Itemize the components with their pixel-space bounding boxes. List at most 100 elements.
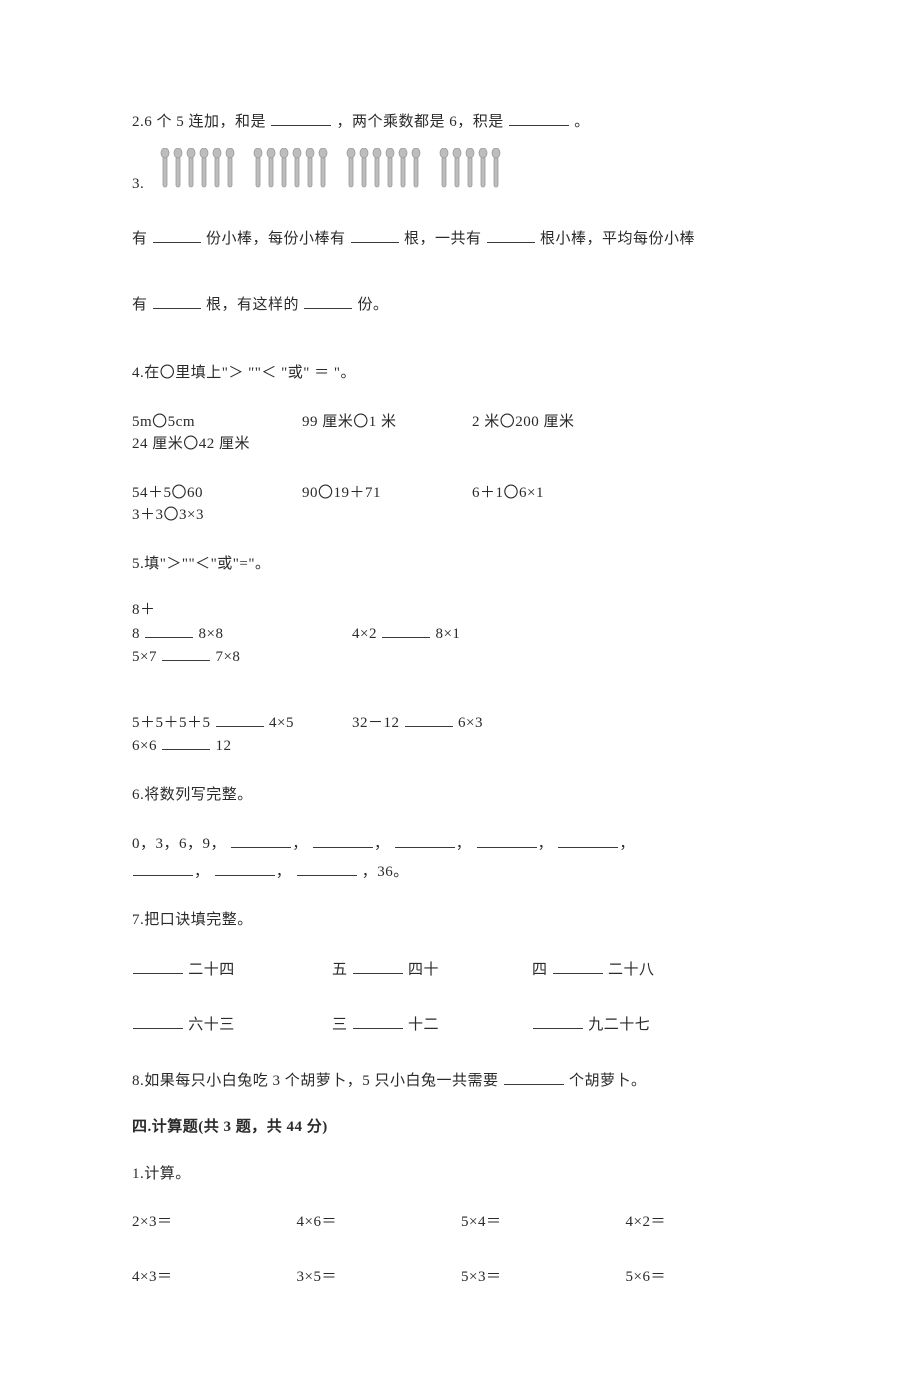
- q8-t2: 个胡萝卜。: [569, 1073, 647, 1089]
- stick-group-0: [160, 148, 235, 188]
- q3-blank-4[interactable]: [153, 293, 201, 309]
- counting-stick-icon: [452, 148, 462, 188]
- calc-title: 1.计算。: [132, 1163, 790, 1186]
- q5-r1-c1-l: 4×2: [352, 626, 377, 642]
- q3-t5: 有: [132, 297, 148, 313]
- q4-r1-c1: 99 厘米〇1 米: [302, 411, 472, 434]
- q7-r2-c2: 九二十七: [532, 1013, 732, 1037]
- q3-t2: 份小棒，每份小棒有: [206, 231, 346, 247]
- q7-r2-c1-blank[interactable]: [353, 1013, 403, 1029]
- q3-blank-1[interactable]: [153, 227, 201, 243]
- q3-label: 3.: [132, 173, 144, 196]
- q4-row1: 5m〇5cm 99 厘米〇1 米 2 米〇200 厘米 24 厘米〇42 厘米: [132, 411, 790, 456]
- q5-r1-c1-blank[interactable]: [382, 622, 430, 638]
- section4-title: 四.计算题(共 3 题，共 44 分): [132, 1116, 790, 1139]
- q6-tail: ，36。: [362, 864, 409, 880]
- q5-r1-c0-l: 8: [132, 626, 140, 642]
- q6-b4[interactable]: [477, 832, 537, 848]
- q5-row1-pre: 8＋: [132, 599, 790, 622]
- counting-stick-icon: [372, 148, 382, 188]
- q4-r2-c2: 6＋1〇6×1: [472, 482, 642, 505]
- q3-blank-2[interactable]: [351, 227, 399, 243]
- q7-r1-c0-blank[interactable]: [133, 958, 183, 974]
- counting-stick-icon: [305, 148, 315, 188]
- q7-r1-c1-blank[interactable]: [353, 958, 403, 974]
- q4-r2-c0: 54＋5〇60: [132, 482, 302, 505]
- q7-r2-c0-t: 六十三: [188, 1017, 235, 1033]
- q3-text-line-2: 有 根，有这样的 份。: [132, 293, 790, 317]
- calc-r0-c1: 4×6＝: [297, 1211, 462, 1234]
- q5-r2-c2-blank[interactable]: [162, 734, 210, 750]
- q7-r2-c0: 六十三: [132, 1013, 332, 1037]
- q8-line: 8.如果每只小白兔吃 3 个胡萝卜，5 只小白兔一共需要 个胡萝卜。: [132, 1069, 790, 1093]
- q4-r1-c2: 2 米〇200 厘米: [472, 411, 642, 434]
- q5-r2-c0: 5＋5＋5＋5 4×5: [132, 711, 352, 735]
- counting-stick-icon: [491, 148, 501, 188]
- q6-b8[interactable]: [297, 860, 357, 876]
- q2-line: 2.6 个 5 连加，和是 ，两个乘数都是 6，积是 。: [132, 110, 790, 134]
- calc-r1-c0: 4×3＝: [132, 1266, 297, 1289]
- q6-b1[interactable]: [231, 832, 291, 848]
- q5-r1-c1: 4×2 8×1: [352, 622, 572, 646]
- q5-r2-c0-l: 5＋5＋5＋5: [132, 715, 211, 731]
- q3-t6: 根，有这样的: [206, 297, 299, 313]
- stick-group-3: [439, 148, 501, 188]
- q4-r1-c3: 24 厘米〇42 厘米: [132, 433, 302, 456]
- q5-r1-c2-blank[interactable]: [162, 645, 210, 661]
- counting-stick-icon: [279, 148, 289, 188]
- q4-r2-c3: 3＋3〇3×3: [132, 504, 302, 527]
- q5-r2-c0-blank[interactable]: [216, 711, 264, 727]
- counting-stick-icon: [266, 148, 276, 188]
- q4-r1-c0: 5m〇5cm: [132, 411, 302, 434]
- q5-row1: 8 8×8 4×2 8×1 5×7 7×8: [132, 622, 790, 669]
- q6-prefix: 0，3，6，9，: [132, 836, 226, 852]
- q5-r1-c2-l: 5×7: [132, 649, 157, 665]
- q6-title: 6.将数列写完整。: [132, 784, 790, 807]
- q6-b5[interactable]: [558, 832, 618, 848]
- stick-group-2: [346, 148, 421, 188]
- document-page: 2.6 个 5 连加，和是 ，两个乘数都是 6，积是 。 3. 有 份小棒，每份…: [0, 0, 920, 1382]
- calc-r1-c1: 3×5＝: [297, 1266, 462, 1289]
- q3-t4: 根小棒，平均每份小棒: [540, 231, 695, 247]
- stick-group-1: [253, 148, 328, 188]
- q8-blank[interactable]: [504, 1069, 564, 1085]
- q7-r1-c1-pre: 五: [332, 962, 348, 978]
- q6-b6[interactable]: [133, 860, 193, 876]
- calc-r0-c2: 5×4＝: [461, 1211, 626, 1234]
- calc-r1-c2: 5×3＝: [461, 1266, 626, 1289]
- counting-stick-icon: [173, 148, 183, 188]
- q2-suffix: 。: [574, 114, 590, 130]
- q6-seq-line-2: ， ， ，36。: [132, 860, 790, 884]
- q7-r2-c1-post: 十二: [408, 1017, 439, 1033]
- q6-b3[interactable]: [395, 832, 455, 848]
- q3-blank-5[interactable]: [304, 293, 352, 309]
- counting-stick-icon: [465, 148, 475, 188]
- q5-r2-c2: 6×6 12: [132, 734, 352, 758]
- q7-r2-c0-blank[interactable]: [133, 1013, 183, 1029]
- q8-t1: 8.如果每只小白兔吃 3 个胡萝卜，5 只小白兔一共需要: [132, 1073, 499, 1089]
- q6-b2[interactable]: [313, 832, 373, 848]
- q3-stick-row: 3.: [132, 148, 790, 196]
- q7-r1-c1-post: 四十: [408, 962, 439, 978]
- q6-b7[interactable]: [215, 860, 275, 876]
- q3-t1: 有: [132, 231, 148, 247]
- q5-r1-c0-blank[interactable]: [145, 622, 193, 638]
- q2-blank-1[interactable]: [271, 110, 331, 126]
- counting-stick-icon: [160, 148, 170, 188]
- q5-r2-c1-blank[interactable]: [405, 711, 453, 727]
- q5-r2-c2-l: 6×6: [132, 738, 157, 754]
- q5-r2-c0-r: 4×5: [269, 715, 294, 731]
- q4-r2-c1: 90〇19＋71: [302, 482, 472, 505]
- counting-stick-icon: [199, 148, 209, 188]
- q2-blank-2[interactable]: [509, 110, 569, 126]
- stick-groups: [160, 148, 519, 196]
- calc-row-1: 4×3＝ 3×5＝ 5×3＝ 5×6＝: [132, 1266, 790, 1289]
- q7-r2-c2-blank[interactable]: [533, 1013, 583, 1029]
- q6-seq-line-1: 0，3，6，9， ， ， ， ， ，: [132, 832, 790, 856]
- q5-r1-c1-r: 8×1: [435, 626, 460, 642]
- q3-t3: 根，一共有: [404, 231, 482, 247]
- q7-r1-c2-blank[interactable]: [553, 958, 603, 974]
- q5-r2-c1-r: 6×3: [458, 715, 483, 731]
- q7-r2-c2-t: 九二十七: [588, 1017, 650, 1033]
- q3-blank-3[interactable]: [487, 227, 535, 243]
